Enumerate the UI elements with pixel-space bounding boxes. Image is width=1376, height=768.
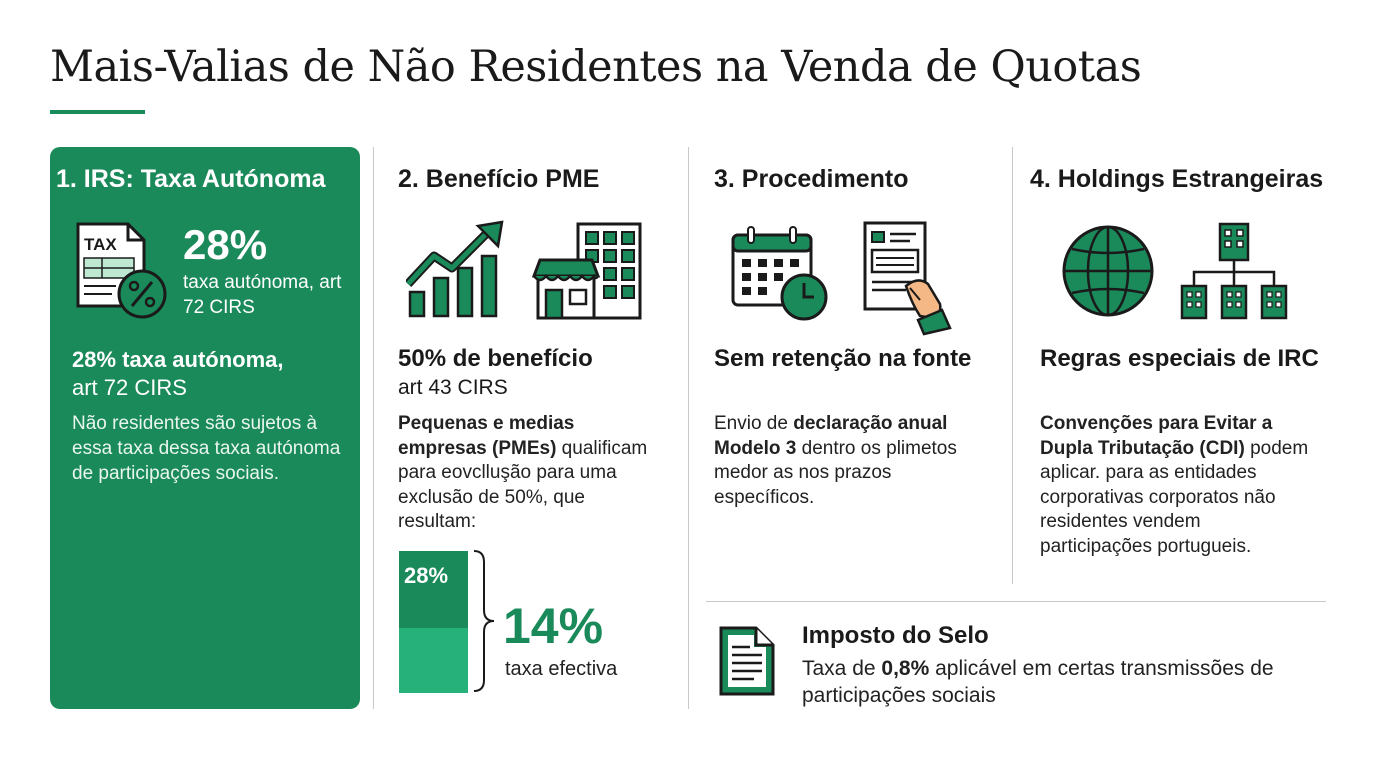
rate-article: art 72 CIRS [72, 375, 187, 400]
panel-beneficio-pme: 2. Benefício PME 50% de b [398, 147, 678, 709]
procedure-heading: Sem retenção na fonte [714, 345, 972, 372]
benefit-article: art 43 CIRS [398, 376, 508, 399]
calendar-clock-icon [730, 225, 830, 323]
big-rate-caption: taxa autónoma, art 72 CIRS [183, 272, 342, 318]
section-divider [706, 601, 1326, 602]
big-rate-value: 28% [183, 221, 268, 268]
growth-chart-icon [406, 220, 504, 320]
corporate-hierarchy-icon [1180, 222, 1290, 322]
panel-description: Não residentes são sujetos à essa taxa d… [72, 413, 341, 484]
panel-heading: 1. IRS: Taxa Autónoma [56, 165, 326, 193]
rate-bar-label: 28% [404, 563, 449, 588]
panel-holdings-estrangeiras: 4. Holdings Estrangeiras Re [1030, 147, 1330, 587]
benefit-heading: 50% de benefício [398, 345, 593, 372]
panel-heading: 3. Procedimento [714, 165, 909, 193]
page-title: Mais-Valias de Não Residentes na Venda d… [50, 42, 1142, 92]
column-divider [373, 147, 374, 709]
stamp-duty-description: Taxa de 0,8% aplicável em certas transmi… [802, 657, 1274, 707]
rate-subheading: 28% taxa autónoma, [72, 347, 284, 372]
title-underline [50, 110, 145, 114]
effective-rate-label: taxa efectiva [505, 658, 618, 680]
document-icon [718, 625, 776, 697]
shop-building-icon [532, 220, 644, 322]
holdings-heading: Regras especiais de IRC [1040, 345, 1319, 372]
globe-icon [1060, 223, 1156, 319]
stamp-duty-heading: Imposto do Selo [802, 622, 989, 649]
effective-rate-value: 14% [503, 598, 604, 654]
rate-bar-full [399, 551, 468, 628]
column-divider [1012, 147, 1013, 584]
svg-text:TAX: TAX [84, 235, 117, 254]
panel-irs-taxa-autonoma: 1. IRS: Taxa Autónoma TAX 28% taxa autón… [50, 147, 360, 709]
panel-procedimento: 3. Procedimento [714, 147, 999, 587]
procedure-description: Envio de declaração anual Modelo 3 dentr… [714, 413, 957, 508]
panel-heading: 4. Holdings Estrangeiras [1030, 165, 1324, 193]
column-divider [688, 147, 689, 709]
form-hand-icon [862, 220, 952, 336]
benefit-description: Pequenas e medias empresas (PMEs) qualif… [398, 413, 648, 532]
brace-icon [470, 548, 500, 694]
rate-bar-excluded [399, 628, 468, 693]
tax-document-icon: TAX [72, 220, 172, 322]
holdings-description: Convenções para Evitar a Dupla Tributaçã… [1040, 413, 1309, 557]
panel-heading: 2. Benefício PME [398, 165, 600, 193]
